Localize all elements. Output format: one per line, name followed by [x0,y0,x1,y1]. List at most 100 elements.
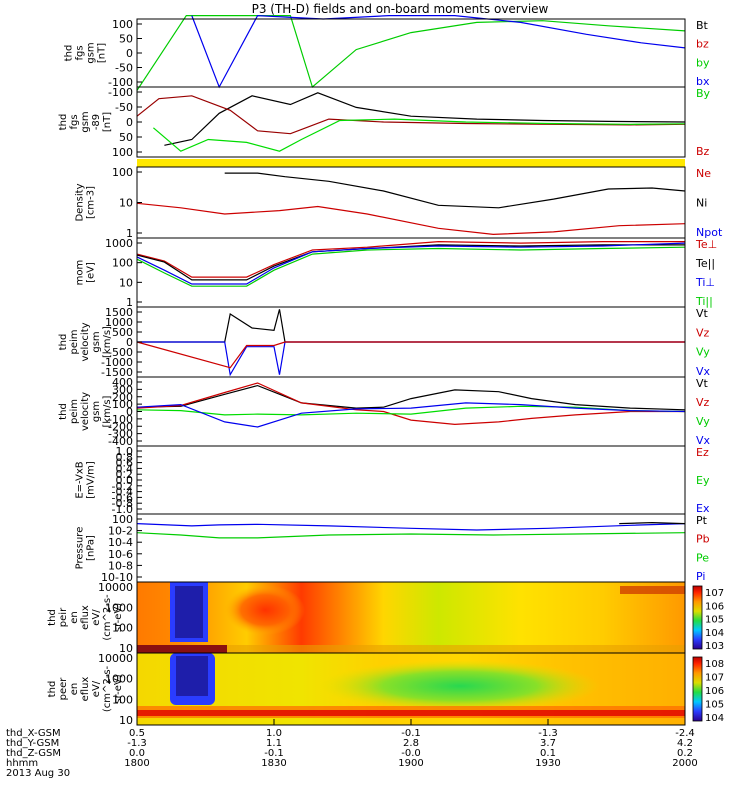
legend-by: by [696,56,710,69]
legend-Ez: Ez [696,446,709,459]
y-axis-label: [nPa] [86,535,97,561]
series-line-fgs-dsl-Bt [164,92,686,146]
panel-frame [136,376,686,447]
y-tick-label: 10 [119,197,133,210]
legend-Vy: Vy [696,415,710,428]
legend-By: By [696,87,711,100]
panel-frame [136,445,686,515]
x-tick-label: -1.3 [127,738,147,749]
y-tick-label: 10 [119,276,133,289]
series-line-pressure-Pt [619,521,686,525]
colorbar-tick: 103 [705,641,724,652]
panel-fgs: 100 500 -50-100 thd fgs gsm [nT] Bt bz by bx [64,14,710,91]
y-axis-label: peim [69,329,80,354]
y-tick-label: 1.0 [116,445,134,458]
y-axis-label: eflux [80,605,91,630]
y-tick-label: 50 [119,131,133,144]
legend-bz: bz [696,38,709,51]
legend-Pt: Pt [696,514,708,527]
series-line-fgs-dsl-By [153,118,686,152]
x-tick-label: -0.0 [401,748,421,759]
legend-Pi: Pi [696,570,705,583]
colorbar-tick: 107 [705,673,724,684]
y-axis-label: [km/s] [102,326,113,358]
x-tick-label: -0.1 [264,748,284,759]
x-tick-label: 1.0 [266,728,282,739]
spectrogram-electron [137,653,685,725]
y-tick-label: -1000 [101,356,133,369]
y-axis-label: gsm [91,331,102,352]
legend-Te||: Te|| [695,257,715,270]
y-tick-label: 0.6 [116,457,134,470]
y-tick-label: 50 [119,33,133,46]
y-tick-label: 0 [126,47,133,60]
x-tick-label: 0.5 [129,728,145,739]
legend-Ti||: Ti|| [695,295,713,308]
legend-Ey: Ey [696,474,710,487]
y-tick-label: 0 [126,406,133,419]
panel-mom-temp: 1000 100 10 1 mom [eV] Te⊥ Te|| Ti⊥ Ti|| [75,237,718,309]
y-tick-label: -500 [108,346,133,359]
panel-density: 100 10 1 Density [cm-3] Ne Ni Npot [75,166,723,240]
y-tick-label: 100 [112,146,133,159]
y-tick-label: 0.2 [116,468,134,481]
colorbar-tick: 106 [705,601,724,612]
legend-Bz: Bz [696,145,710,158]
series-line-fgs-dsl-Bz [136,95,686,135]
legend-Ex: Ex [696,502,710,515]
y-axis-label: thd [47,681,58,698]
x-tick-label: 2.8 [403,738,419,749]
x-tick-label: -1.3 [538,728,558,739]
x-tick-label: 1800 [124,758,149,769]
y-tick-label: 400 [112,376,133,389]
colorbar-tick: 104 [705,713,724,724]
y-tick-label: 1000 [105,601,133,614]
y-axis-label: eflux [80,677,91,702]
colorbar-tick: 106 [705,686,724,697]
series-line-fgs-bx [191,14,686,89]
y-axis-label: sr-eV) [113,603,124,632]
legend-bx: bx [696,75,710,88]
y-axis-label: [mV/m] [86,461,97,499]
y-tick-label: -100 [108,413,133,426]
y-tick-label: 0 [126,336,133,349]
x-row-label: thd_Z-GSM [6,748,61,759]
colorbar-tick: 105 [705,615,724,626]
y-tick-label: 0 [126,116,133,129]
y-axis-label: Density [75,183,86,221]
y-tick-label: -300 [108,428,133,441]
legend-Ti⊥: Ti⊥ [695,276,715,289]
x-tick-label: 0.1 [540,748,556,759]
y-tick-label: -0.4 [112,486,133,499]
legend-Te⊥: Te⊥ [695,238,717,251]
y-tick-label: 300 [112,383,133,396]
y-tick-label: 10-6 [108,548,133,561]
series-line-density-Ne [136,202,686,236]
x-tick-label: 0.0 [129,748,145,759]
y-tick-label: -1500 [101,366,133,379]
y-axis-label: gsm [86,42,97,63]
y-axis-label: thd [58,114,69,131]
series-line-peim-velocity-Vt [137,309,685,343]
y-axis-label: fgs [75,45,86,60]
y-axis-label: velocity [80,392,91,431]
y-tick-label: 100 [112,398,133,411]
legend-Ni: Ni [696,197,707,210]
x-row-label: thd_Y-GSM [6,738,59,749]
y-tick-label: 0.8 [116,451,134,464]
y-tick-label: 10-4 [108,536,133,549]
colorbar-tick: 108 [705,659,724,670]
y-tick-label: 10-10 [101,571,133,584]
y-axis-label: Pressure [75,527,86,570]
series-line-mom-temp-Ti|| [136,246,686,287]
colorbar [692,656,703,722]
legend-Vz: Vz [696,396,710,409]
y-tick-label: 10000 [98,581,133,594]
x-tick-label: 3.7 [540,738,556,749]
y-tick-label: 1 [126,227,133,240]
y-axis-label: peer [58,677,69,701]
y-axis-label: (cm^2-s- [102,594,113,641]
x-tick-label: 2000 [672,758,697,769]
y-axis-label: [km/s] [102,395,113,427]
y-axis-label: eV/ [91,609,102,626]
